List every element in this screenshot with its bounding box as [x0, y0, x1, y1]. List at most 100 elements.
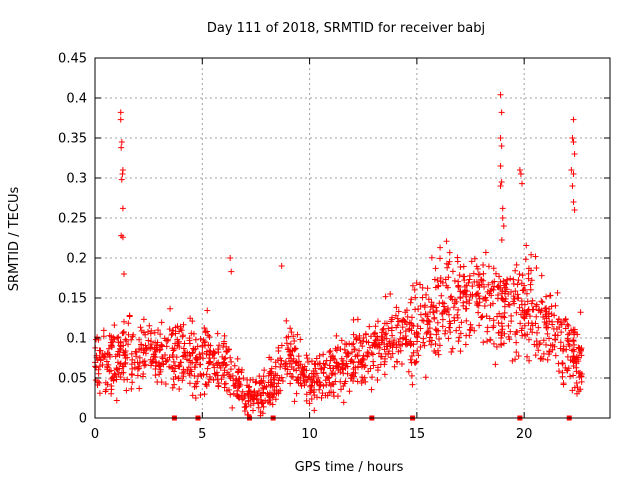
data-point [380, 325, 387, 332]
data-point [524, 298, 531, 305]
data-point [221, 332, 228, 339]
data-point [123, 337, 130, 344]
data-point [451, 317, 458, 324]
data-point [500, 223, 507, 229]
data-point [268, 365, 275, 372]
data-point [96, 390, 103, 397]
data-point [516, 167, 523, 173]
data-point [235, 368, 242, 375]
data-point [140, 371, 147, 378]
y-tick-label: 0.2 [66, 252, 87, 267]
data-point [128, 361, 135, 368]
data-point [457, 348, 464, 355]
data-point [265, 398, 272, 405]
data-point [365, 339, 372, 346]
data-point [292, 360, 299, 367]
data-point [147, 356, 154, 363]
data-point [342, 378, 349, 385]
data-point [159, 355, 166, 362]
data-point [93, 364, 100, 371]
data-point [395, 348, 402, 355]
data-point [519, 272, 526, 279]
data-point [147, 341, 154, 348]
data-point [424, 313, 431, 320]
data-point [170, 376, 177, 383]
data-point [533, 303, 540, 310]
data-point [475, 282, 482, 289]
data-point [259, 400, 266, 407]
data-point [326, 362, 333, 369]
data-point [119, 234, 126, 241]
data-point [438, 292, 445, 299]
data-point [533, 264, 540, 271]
data-point [203, 348, 210, 355]
data-point [111, 373, 118, 380]
data-point [422, 374, 429, 381]
data-point [114, 359, 121, 366]
data-point [547, 292, 554, 299]
data-point [295, 374, 302, 381]
data-point [132, 348, 139, 355]
data-point [290, 333, 297, 340]
data-point [227, 255, 234, 261]
data-point [544, 356, 551, 363]
data-point [445, 335, 452, 342]
data-point [369, 374, 376, 381]
data-point [402, 309, 409, 316]
data-point [524, 353, 531, 360]
data-point [253, 378, 260, 385]
data-point [510, 276, 517, 283]
data-point [269, 401, 276, 408]
data-point [397, 335, 404, 342]
data-point [356, 332, 363, 339]
data-point [521, 309, 528, 316]
data-point [552, 352, 559, 359]
data-point [224, 348, 231, 355]
x-axis-label: GPS time / hours [295, 460, 404, 475]
data-point [230, 390, 237, 397]
data-point [381, 320, 388, 327]
data-point [230, 377, 237, 384]
data-point [437, 244, 444, 251]
data-point [565, 365, 572, 372]
data-point [241, 408, 248, 415]
data-point [478, 276, 485, 283]
data-point [302, 373, 309, 380]
data-point [449, 268, 456, 275]
data-point [323, 381, 330, 388]
data-point [535, 324, 542, 331]
data-point [445, 261, 452, 268]
data-point [225, 346, 232, 353]
data-point [426, 338, 433, 345]
data-point [570, 139, 577, 145]
data-point [293, 390, 300, 397]
data-point [202, 381, 209, 388]
data-point [533, 338, 540, 345]
data-point [487, 287, 494, 294]
data-point [546, 335, 553, 342]
data-point [460, 263, 467, 270]
data-point [417, 311, 424, 318]
data-point [457, 330, 464, 337]
data-point [315, 374, 322, 381]
plot-frame [94, 57, 611, 419]
data-point [527, 313, 534, 320]
data-point [483, 297, 490, 304]
data-point [521, 322, 528, 329]
data-point [500, 340, 507, 347]
data-point [481, 303, 488, 310]
data-point [172, 324, 179, 331]
data-point [411, 286, 418, 293]
data-point [261, 367, 268, 374]
data-point [156, 347, 163, 354]
data-point [340, 357, 347, 364]
data-point [538, 307, 545, 314]
data-point [570, 328, 577, 335]
data-point [482, 249, 489, 256]
data-point [255, 404, 262, 411]
data-point [497, 278, 504, 285]
data-point [287, 341, 294, 348]
data-point [389, 314, 396, 321]
data-point [397, 342, 404, 349]
data-point [147, 362, 154, 369]
